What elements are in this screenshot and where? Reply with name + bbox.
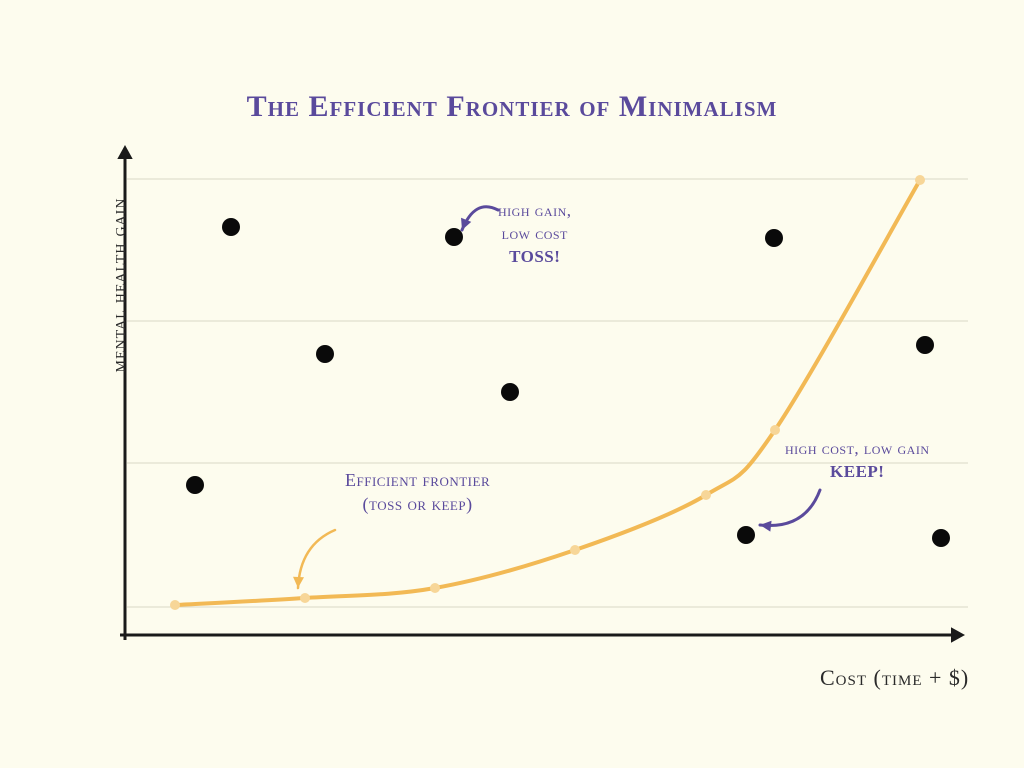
annotation-toss-line2: low cost: [502, 224, 568, 243]
annotation-keep-em: KEEP!: [785, 461, 929, 484]
annotation-toss-line1: high gain,: [498, 201, 572, 220]
annotation-frontier-line1: Efficient frontier: [345, 470, 490, 490]
annotation-keep-line1: high cost, low gain: [785, 439, 929, 458]
annotation-toss: high gain, low cost TOSS!: [498, 200, 572, 269]
y-axis-label: mental health gain: [108, 135, 131, 435]
annotation-toss-em: TOSS!: [498, 246, 572, 269]
chart-title: The Efficient Frontier of Minimalism: [0, 90, 1024, 124]
annotation-frontier-line2: (toss or keep): [363, 494, 473, 514]
annotation-frontier: Efficient frontier (toss or keep): [345, 468, 490, 517]
annotation-keep: high cost, low gain KEEP!: [785, 438, 929, 484]
chart-canvas: The Efficient Frontier of Minimalism men…: [0, 0, 1024, 768]
x-axis-label: Cost (time + $): [820, 665, 969, 691]
